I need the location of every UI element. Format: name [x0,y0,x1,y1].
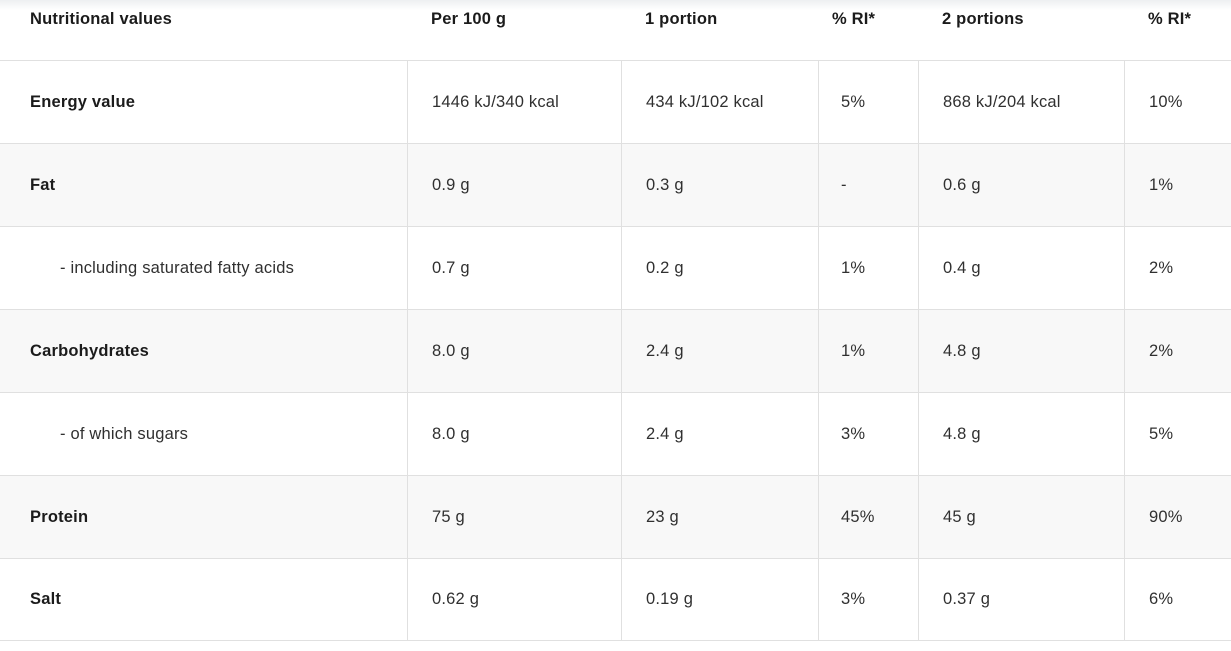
cell-ri-2: 2% [1124,310,1231,392]
column-header-nutritional-values: Nutritional values [30,10,173,28]
row-label: Protein [30,507,89,526]
row-label: Carbohydrates [30,341,150,360]
cell-per-100g: 8.0 g [407,310,621,392]
table-header-row: Nutritional values Per 100 g 1 portion %… [0,0,1231,60]
column-header-1-portion: 1 portion [645,10,718,28]
cell-ri-2: 10% [1124,61,1231,143]
cell-2-portions: 4.8 g [918,310,1124,392]
cell-2-portions: 0.6 g [918,144,1124,226]
column-header-per-100g: Per 100 g [431,10,507,28]
table-row-energy: Energy value 1446 kJ/340 kcal 434 kJ/102… [0,60,1231,143]
cell-ri-2: 90% [1124,476,1231,558]
table-row-protein: Protein 75 g 23 g 45% 45 g 90% [0,475,1231,558]
row-label: Fat [30,175,56,194]
cell-ri-1: 1% [818,227,918,309]
cell-1-portion: 2.4 g [621,310,818,392]
cell-2-portions: 0.37 g [918,559,1124,640]
cell-ri-1: 1% [818,310,918,392]
table-row-sugars: - of which sugars 8.0 g 2.4 g 3% 4.8 g 5… [0,392,1231,475]
cell-2-portions: 0.4 g [918,227,1124,309]
table-row-carbohydrates: Carbohydrates 8.0 g 2.4 g 1% 4.8 g 2% [0,309,1231,392]
cell-2-portions: 868 kJ/204 kcal [918,61,1124,143]
cell-ri-2: 2% [1124,227,1231,309]
cell-per-100g: 8.0 g [407,393,621,475]
cell-1-portion: 0.2 g [621,227,818,309]
cell-per-100g: 1446 kJ/340 kcal [407,61,621,143]
cell-2-portions: 4.8 g [918,393,1124,475]
column-header-2-portions: 2 portions [942,10,1024,28]
cell-ri-2: 1% [1124,144,1231,226]
cell-ri-1: 5% [818,61,918,143]
row-label: Energy value [30,92,136,111]
column-header-ri-2: % RI* [1148,10,1192,28]
cell-ri-1: 45% [818,476,918,558]
cell-ri-2: 5% [1124,393,1231,475]
cell-ri-1: 3% [818,393,918,475]
table-row-saturated-fatty-acids: - including saturated fatty acids 0.7 g … [0,226,1231,309]
cell-per-100g: 75 g [407,476,621,558]
cell-2-portions: 45 g [918,476,1124,558]
cell-1-portion: 0.19 g [621,559,818,640]
cell-per-100g: 0.9 g [407,144,621,226]
cell-ri-1: - [818,144,918,226]
cell-1-portion: 2.4 g [621,393,818,475]
row-label: - including saturated fatty acids [60,258,295,277]
table-row-salt: Salt 0.62 g 0.19 g 3% 0.37 g 6% [0,558,1231,641]
table-row-fat: Fat 0.9 g 0.3 g - 0.6 g 1% [0,143,1231,226]
column-header-ri-1: % RI* [832,10,876,28]
cell-ri-2: 6% [1124,559,1231,640]
cell-per-100g: 0.7 g [407,227,621,309]
cell-per-100g: 0.62 g [407,559,621,640]
cell-1-portion: 434 kJ/102 kcal [621,61,818,143]
cell-ri-1: 3% [818,559,918,640]
cell-1-portion: 23 g [621,476,818,558]
row-label: - of which sugars [60,424,189,443]
row-label: Salt [30,590,62,608]
cell-1-portion: 0.3 g [621,144,818,226]
